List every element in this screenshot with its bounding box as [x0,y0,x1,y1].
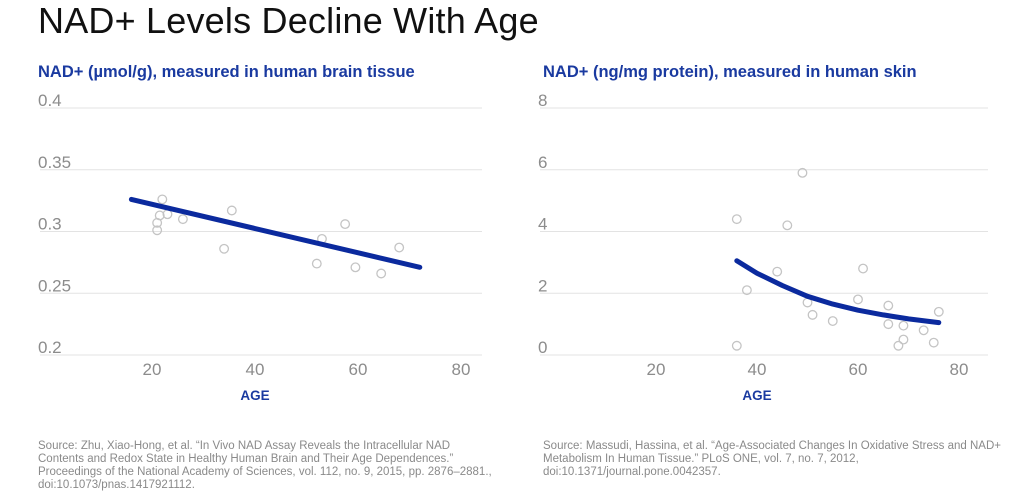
skin-x-tick-label: 20 [647,360,666,379]
skin-y-tick-label: 4 [538,215,547,234]
brain-x-tick-label: 60 [349,360,368,379]
brain-data-point [376,268,387,279]
brain-data-point [219,243,230,254]
brain-data-point [340,219,351,230]
skin-data-point [883,300,894,311]
skin-chart: 0 2 4 6 8 20 40 60 80 AGE [538,91,988,403]
skin-x-tick-label: 40 [748,360,767,379]
skin-y-tick-label: 6 [538,153,547,172]
skin-data-point [731,340,742,351]
skin-chart-source: Source: Massudi, Hassina, et al. “Age-As… [543,440,1001,478]
skin-y-tick-label: 2 [538,276,547,295]
brain-y-tick-label: 0.2 [38,338,62,357]
brain-y-tick-label: 0.4 [38,91,62,110]
brain-data-point [157,194,168,205]
brain-data-point [152,225,163,236]
skin-data-point [858,263,869,274]
skin-data-point [853,294,863,305]
skin-data-point [933,306,944,317]
skin-data-point [827,316,838,326]
brain-x-tick-label: 40 [246,360,265,379]
brain-data-point [311,258,322,269]
brain-data-point [394,242,405,253]
brain-chart-source: Source: Zhu, Xiao-Hong, et al. “In Vivo … [38,440,492,491]
brain-x-axis-label: AGE [240,388,269,403]
skin-x-axis-label: AGE [742,388,771,403]
brain-trend-line [128,196,423,270]
skin-x-tick-label: 80 [950,360,969,379]
skin-data-point [731,214,742,225]
skin-x-tick-label: 60 [849,360,868,379]
brain-chart-title: NAD+ (µmol/g), measured in human brain t… [38,63,415,81]
skin-data-point [918,325,929,336]
brain-tissue-chart: 0.2 0.25 0.3 0.35 0.4 20 40 60 80 AGE [38,91,482,403]
skin-chart-title: NAD+ (ng/mg protein), measured in human … [543,63,917,81]
brain-data-point [177,214,188,225]
skin-data-point [797,167,808,178]
brain-data-point [226,205,237,216]
brain-x-tick-label: 20 [143,360,162,379]
skin-trend-line [734,258,942,326]
brain-data-point [154,210,165,221]
skin-y-tick-label: 0 [538,338,547,357]
skin-y-tick-label: 8 [538,91,547,110]
skin-data-point [772,266,783,277]
brain-x-tick-label: 80 [452,360,471,379]
brain-y-tick-label: 0.35 [38,153,71,172]
skin-data-point [741,285,752,296]
main-title: NAD+ Levels Decline With Age [38,0,539,41]
skin-data-point [883,319,894,330]
brain-y-tick-label: 0.25 [38,276,71,295]
brain-y-tick-label: 0.3 [38,215,62,234]
skin-data-point [782,220,793,231]
skin-data-point [893,340,904,351]
skin-data-point [898,334,909,345]
brain-data-point [350,262,361,273]
skin-data-point [928,337,939,348]
skin-data-point [898,320,909,331]
skin-data-point [807,309,818,320]
